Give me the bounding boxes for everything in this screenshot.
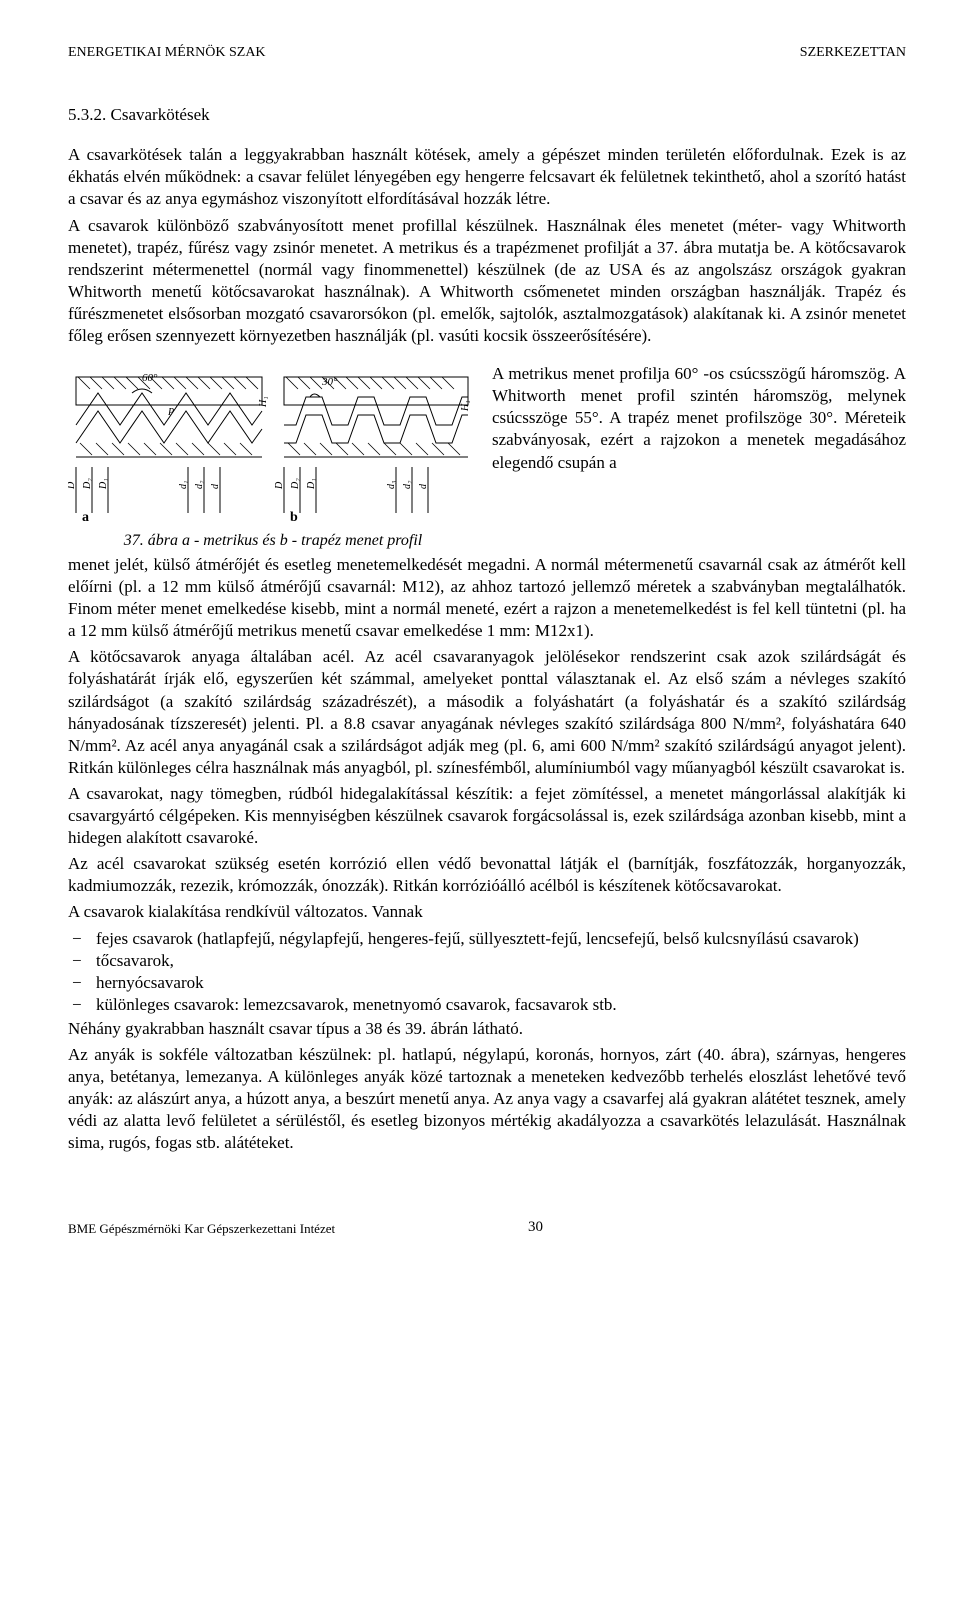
paragraph-4: A kötőcsavarok anyaga általában acél. Az… [68,646,906,779]
h-label-a: H₁ [258,396,269,408]
paragraph-7: A csavarok kialakítása rendkívül változa… [68,901,906,923]
svg-text:d: d [418,483,429,489]
fig-label-a: a [82,510,89,523]
bullet-dash: − [72,928,86,950]
fig-label-b: b [290,510,298,523]
angle-label-b: 30° [321,376,338,388]
figure-caption: 37. ábra a - metrikus és b - trapéz mene… [68,531,478,552]
paragraph-6: Az acél csavarokat szükség esetén korróz… [68,853,906,897]
angle-label-a: 60° [142,372,158,384]
figure-side-text: A metrikus menet profilja 60° -os csúcss… [492,363,906,473]
bullet-item: tőcsavarok, [96,950,906,972]
bullet-item: hernyócsavarok [96,972,906,994]
svg-text:d₂: d₂ [402,480,413,489]
paragraph-5: A csavarokat, nagy tömegben, rúdból hide… [68,783,906,849]
svg-text:d: d [210,483,221,489]
figure-37: 60° P H₁ D D₂ D₁ d₁ d₂ d a [68,363,478,552]
footer-left: BME Gépészmérnöki Kar Gépszerkezettani I… [68,1221,335,1238]
bullet-dash: − [72,994,86,1016]
svg-text:D₁: D₁ [98,478,109,490]
svg-text:D₁: D₁ [306,478,317,490]
paragraph-1: A csavarkötések talán a leggyakrabban ha… [68,144,906,210]
paragraph-8: Néhány gyakrabban használt csavar típus … [68,1018,906,1040]
bullet-dash: − [72,950,86,972]
svg-text:D₂: D₂ [290,478,301,490]
paragraph-2: A csavarok különböző szabványosított men… [68,215,906,348]
paragraph-3: menet jelét, külső átmérőjét és esetleg … [68,554,906,642]
bullet-dash: − [72,972,86,994]
svg-text:d₃: d₃ [386,480,397,489]
page-number: 30 [528,1218,543,1238]
svg-text:D₂: D₂ [82,478,93,490]
h-label-b: H₁ [460,400,471,412]
thread-profile-diagram: 60° P H₁ D D₂ D₁ d₁ d₂ d a [68,363,478,523]
pitch-label: P [167,407,174,418]
section-title: 5.3.2. Csavarkötések [68,104,906,126]
svg-text:D: D [68,481,77,490]
svg-text:d₂: d₂ [194,480,205,489]
svg-text:D: D [274,481,285,490]
paragraph-9: Az anyák is sokféle változatban készülne… [68,1044,906,1154]
header-right: SZERKEZETTAN [800,44,906,62]
bullet-item: fejes csavarok (hatlapfejű, négylapfejű,… [96,928,906,950]
bullet-item: különleges csavarok: lemezcsavarok, mene… [96,994,906,1016]
bullet-list: −fejes csavarok (hatlapfejű, négylapfejű… [68,928,906,1016]
header-left: ENERGETIKAI MÉRNÖK SZAK [68,44,266,62]
svg-text:d₁: d₁ [178,481,189,489]
